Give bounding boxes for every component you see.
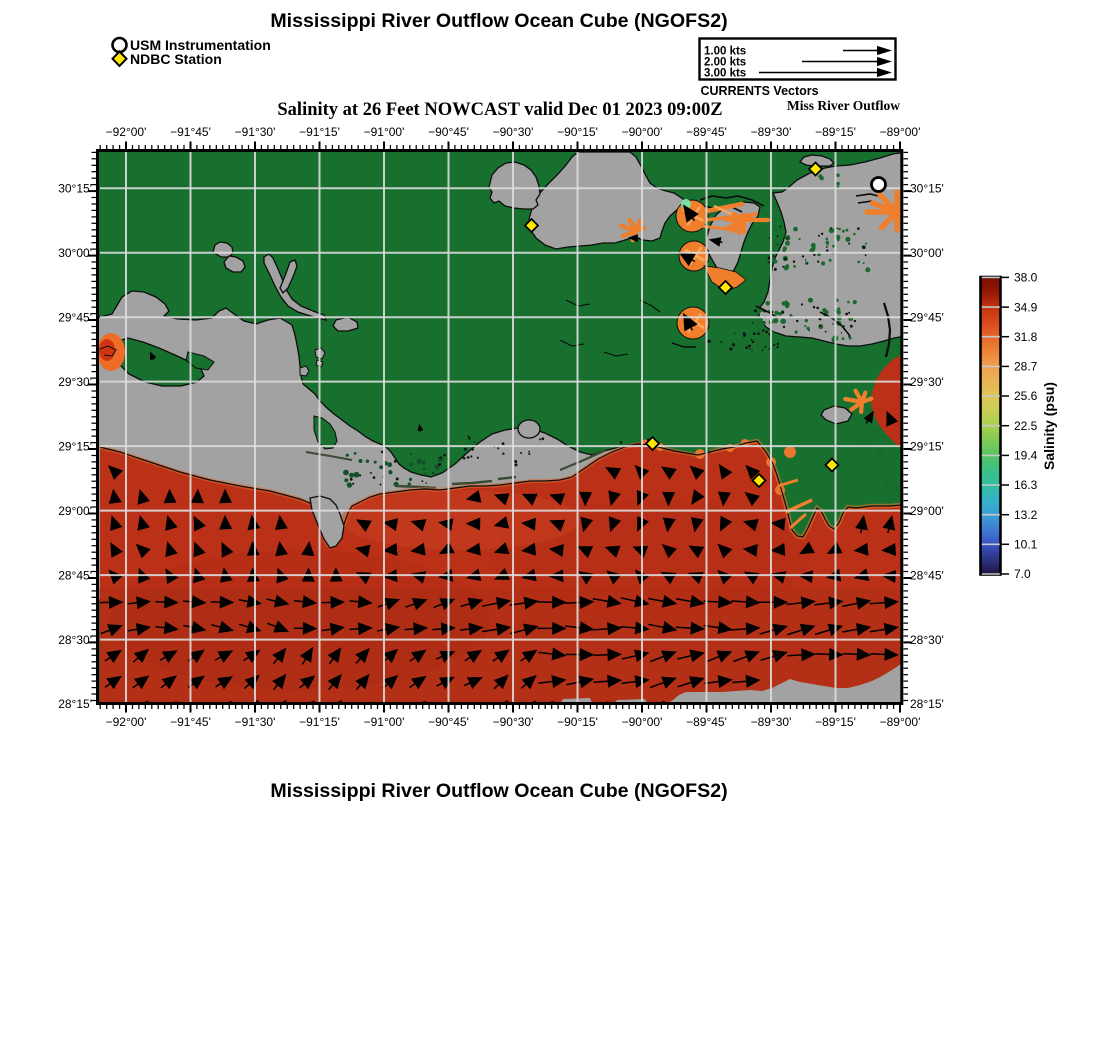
svg-text:30°15': 30°15' <box>58 181 92 195</box>
svg-text:NDBC Station: NDBC Station <box>130 51 222 67</box>
svg-text:Mississippi River Outflow Ocea: Mississippi River Outflow Ocean Cube (NG… <box>270 10 727 32</box>
svg-text:29°30': 29°30' <box>58 375 92 389</box>
svg-text:29°15': 29°15' <box>58 439 92 453</box>
svg-text:−89°15': −89°15' <box>815 125 856 139</box>
svg-text:−90°15': −90°15' <box>557 715 598 729</box>
svg-text:−89°45': −89°45' <box>686 715 727 729</box>
svg-text:28°45': 28°45' <box>58 568 92 582</box>
svg-text:−91°30': −91°30' <box>235 125 276 139</box>
svg-text:30°15': 30°15' <box>910 181 944 195</box>
svg-text:−90°45': −90°45' <box>428 715 469 729</box>
svg-text:−91°00': −91°00' <box>364 125 405 139</box>
svg-text:28°30': 28°30' <box>58 633 92 647</box>
svg-text:−89°30': −89°30' <box>751 125 792 139</box>
svg-text:−91°30': −91°30' <box>235 715 276 729</box>
svg-text:−90°45': −90°45' <box>428 125 469 139</box>
svg-text:29°00': 29°00' <box>58 504 92 518</box>
svg-text:Miss River Outflow: Miss River Outflow <box>787 98 900 113</box>
svg-text:−91°45': −91°45' <box>170 715 211 729</box>
svg-text:19.4: 19.4 <box>1014 449 1038 463</box>
svg-text:Salinity (psu): Salinity (psu) <box>1041 382 1057 470</box>
svg-text:28.7: 28.7 <box>1014 360 1038 374</box>
svg-text:13.2: 13.2 <box>1014 508 1038 522</box>
svg-text:Mississippi River Outflow Ocea: Mississippi River Outflow Ocean Cube (NG… <box>270 780 727 802</box>
svg-text:−89°45': −89°45' <box>686 125 727 139</box>
svg-text:34.9: 34.9 <box>1014 300 1038 314</box>
svg-text:29°45': 29°45' <box>910 310 944 324</box>
svg-text:29°45': 29°45' <box>58 310 92 324</box>
svg-text:−91°45': −91°45' <box>170 125 211 139</box>
svg-text:10.1: 10.1 <box>1014 538 1038 552</box>
svg-text:−91°15': −91°15' <box>299 125 340 139</box>
svg-text:29°15': 29°15' <box>910 439 944 453</box>
svg-text:1.00 kts: 1.00 kts <box>704 46 746 58</box>
svg-text:30°00': 30°00' <box>58 246 92 260</box>
svg-text:−90°30': −90°30' <box>493 125 534 139</box>
svg-text:−90°30': −90°30' <box>493 715 534 729</box>
svg-text:Salinity at 26 Feet NOWCAST va: Salinity at 26 Feet NOWCAST valid Dec 01… <box>277 100 722 120</box>
svg-text:28°30': 28°30' <box>910 633 944 647</box>
svg-text:29°30': 29°30' <box>910 375 944 389</box>
svg-text:−91°15': −91°15' <box>299 715 340 729</box>
svg-text:38.0: 38.0 <box>1014 271 1038 285</box>
svg-text:−92°00': −92°00' <box>106 715 147 729</box>
svg-text:−89°30': −89°30' <box>751 715 792 729</box>
svg-text:−90°15': −90°15' <box>557 125 598 139</box>
svg-text:3.00 kts: 3.00 kts <box>704 68 746 80</box>
svg-text:28°15': 28°15' <box>910 697 944 711</box>
svg-text:−89°15': −89°15' <box>815 715 856 729</box>
svg-text:−90°00': −90°00' <box>622 715 663 729</box>
svg-text:−92°00': −92°00' <box>106 125 147 139</box>
svg-text:−89°00': −89°00' <box>880 715 921 729</box>
svg-text:−89°00': −89°00' <box>880 125 921 139</box>
svg-text:22.5: 22.5 <box>1014 419 1038 433</box>
svg-text:28°45': 28°45' <box>910 568 944 582</box>
svg-text:USM Instrumentation: USM Instrumentation <box>130 37 271 53</box>
svg-text:25.6: 25.6 <box>1014 389 1038 403</box>
svg-text:28°15': 28°15' <box>58 697 92 711</box>
svg-text:16.3: 16.3 <box>1014 478 1038 492</box>
svg-text:29°00': 29°00' <box>910 504 944 518</box>
svg-text:CURRENTS Vectors: CURRENTS Vectors <box>701 84 819 98</box>
svg-text:31.8: 31.8 <box>1014 330 1038 344</box>
svg-text:−91°00': −91°00' <box>364 715 405 729</box>
svg-text:7.0: 7.0 <box>1014 567 1031 581</box>
svg-text:−90°00': −90°00' <box>622 125 663 139</box>
svg-text:30°00': 30°00' <box>910 246 944 260</box>
svg-text:2.00 kts: 2.00 kts <box>704 57 746 69</box>
